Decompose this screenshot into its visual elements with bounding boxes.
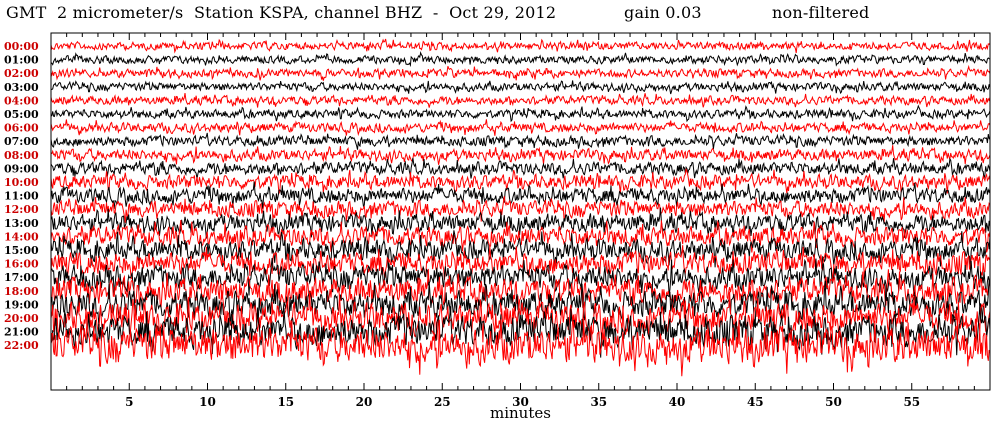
hour-label: 07:00 — [4, 135, 39, 148]
x-ticks: 5 10 15 20 25 30 35 40 45 50 55 — [66, 33, 975, 409]
hour-label: 21:00 — [4, 326, 39, 339]
trace-1100 — [50, 181, 991, 210]
trace-1200 — [50, 196, 991, 223]
trace-0800 — [50, 145, 991, 165]
hour-label: 06:00 — [4, 122, 39, 135]
trace-2200 — [50, 317, 991, 377]
trace-0700 — [50, 132, 991, 150]
hour-label: 15:00 — [4, 244, 39, 257]
x-tick-label: 55 — [903, 395, 920, 409]
trace-1900 — [50, 280, 991, 328]
trace-1300 — [50, 207, 991, 239]
hour-label: 20:00 — [4, 312, 39, 325]
gain-label: gain 0.03 — [624, 3, 702, 22]
trace-0200 — [50, 64, 991, 81]
x-tick-label: 45 — [747, 395, 764, 409]
hour-label: 12:00 — [4, 203, 39, 216]
hour-label: 02:00 — [4, 67, 39, 80]
trace-0400 — [50, 93, 991, 108]
x-tick-label: 35 — [590, 395, 607, 409]
trace-0100 — [50, 51, 991, 68]
hour-label: 16:00 — [4, 258, 39, 271]
x-tick-label: 40 — [669, 395, 686, 409]
hour-label: 04:00 — [4, 94, 39, 107]
trace-0000 — [50, 38, 991, 54]
hour-label: 03:00 — [4, 81, 39, 94]
hour-label: 09:00 — [4, 162, 39, 175]
filter-label: non-filtered — [772, 3, 870, 22]
x-tick-label: 5 — [125, 395, 133, 409]
x-axis-label: minutes — [490, 404, 551, 422]
hour-label: 22:00 — [4, 339, 39, 352]
trace-1600 — [50, 245, 991, 283]
x-tick-label: 10 — [199, 395, 216, 409]
hour-label: 10:00 — [4, 176, 39, 189]
hour-label: 11:00 — [4, 190, 39, 203]
hour-label: 17:00 — [4, 271, 39, 284]
x-tick-label: 50 — [825, 395, 842, 409]
trace-1500 — [50, 230, 991, 269]
chart-header: GMT 2 micrometer/s Station KSPA, channel… — [6, 3, 996, 25]
trace-0300 — [50, 80, 991, 95]
trace-0500 — [50, 104, 991, 123]
trace-2100 — [50, 306, 991, 358]
station-title: GMT 2 micrometer/s Station KSPA, channel… — [6, 3, 557, 22]
trace-1000 — [50, 168, 991, 196]
x-tick-label: 20 — [356, 395, 373, 409]
trace-0600 — [50, 119, 991, 137]
trace-1800 — [50, 268, 991, 313]
hour-labels: 00:0001:0002:0003:0004:0005:0006:0007:00… — [4, 40, 39, 352]
hour-label: 13:00 — [4, 217, 39, 230]
hour-label: 05:00 — [4, 108, 39, 121]
x-tick-label: 30 — [512, 395, 529, 409]
hour-label: 19:00 — [4, 298, 39, 311]
hour-label: 14:00 — [4, 230, 39, 243]
traces — [50, 38, 991, 377]
x-tick-label: 15 — [277, 395, 294, 409]
x-tick-label: 25 — [434, 395, 451, 409]
trace-0900 — [50, 157, 991, 179]
hour-label: 08:00 — [4, 149, 39, 162]
hour-label: 01:00 — [4, 54, 39, 67]
hour-label: 18:00 — [4, 285, 39, 298]
hour-label: 00:00 — [4, 40, 39, 53]
